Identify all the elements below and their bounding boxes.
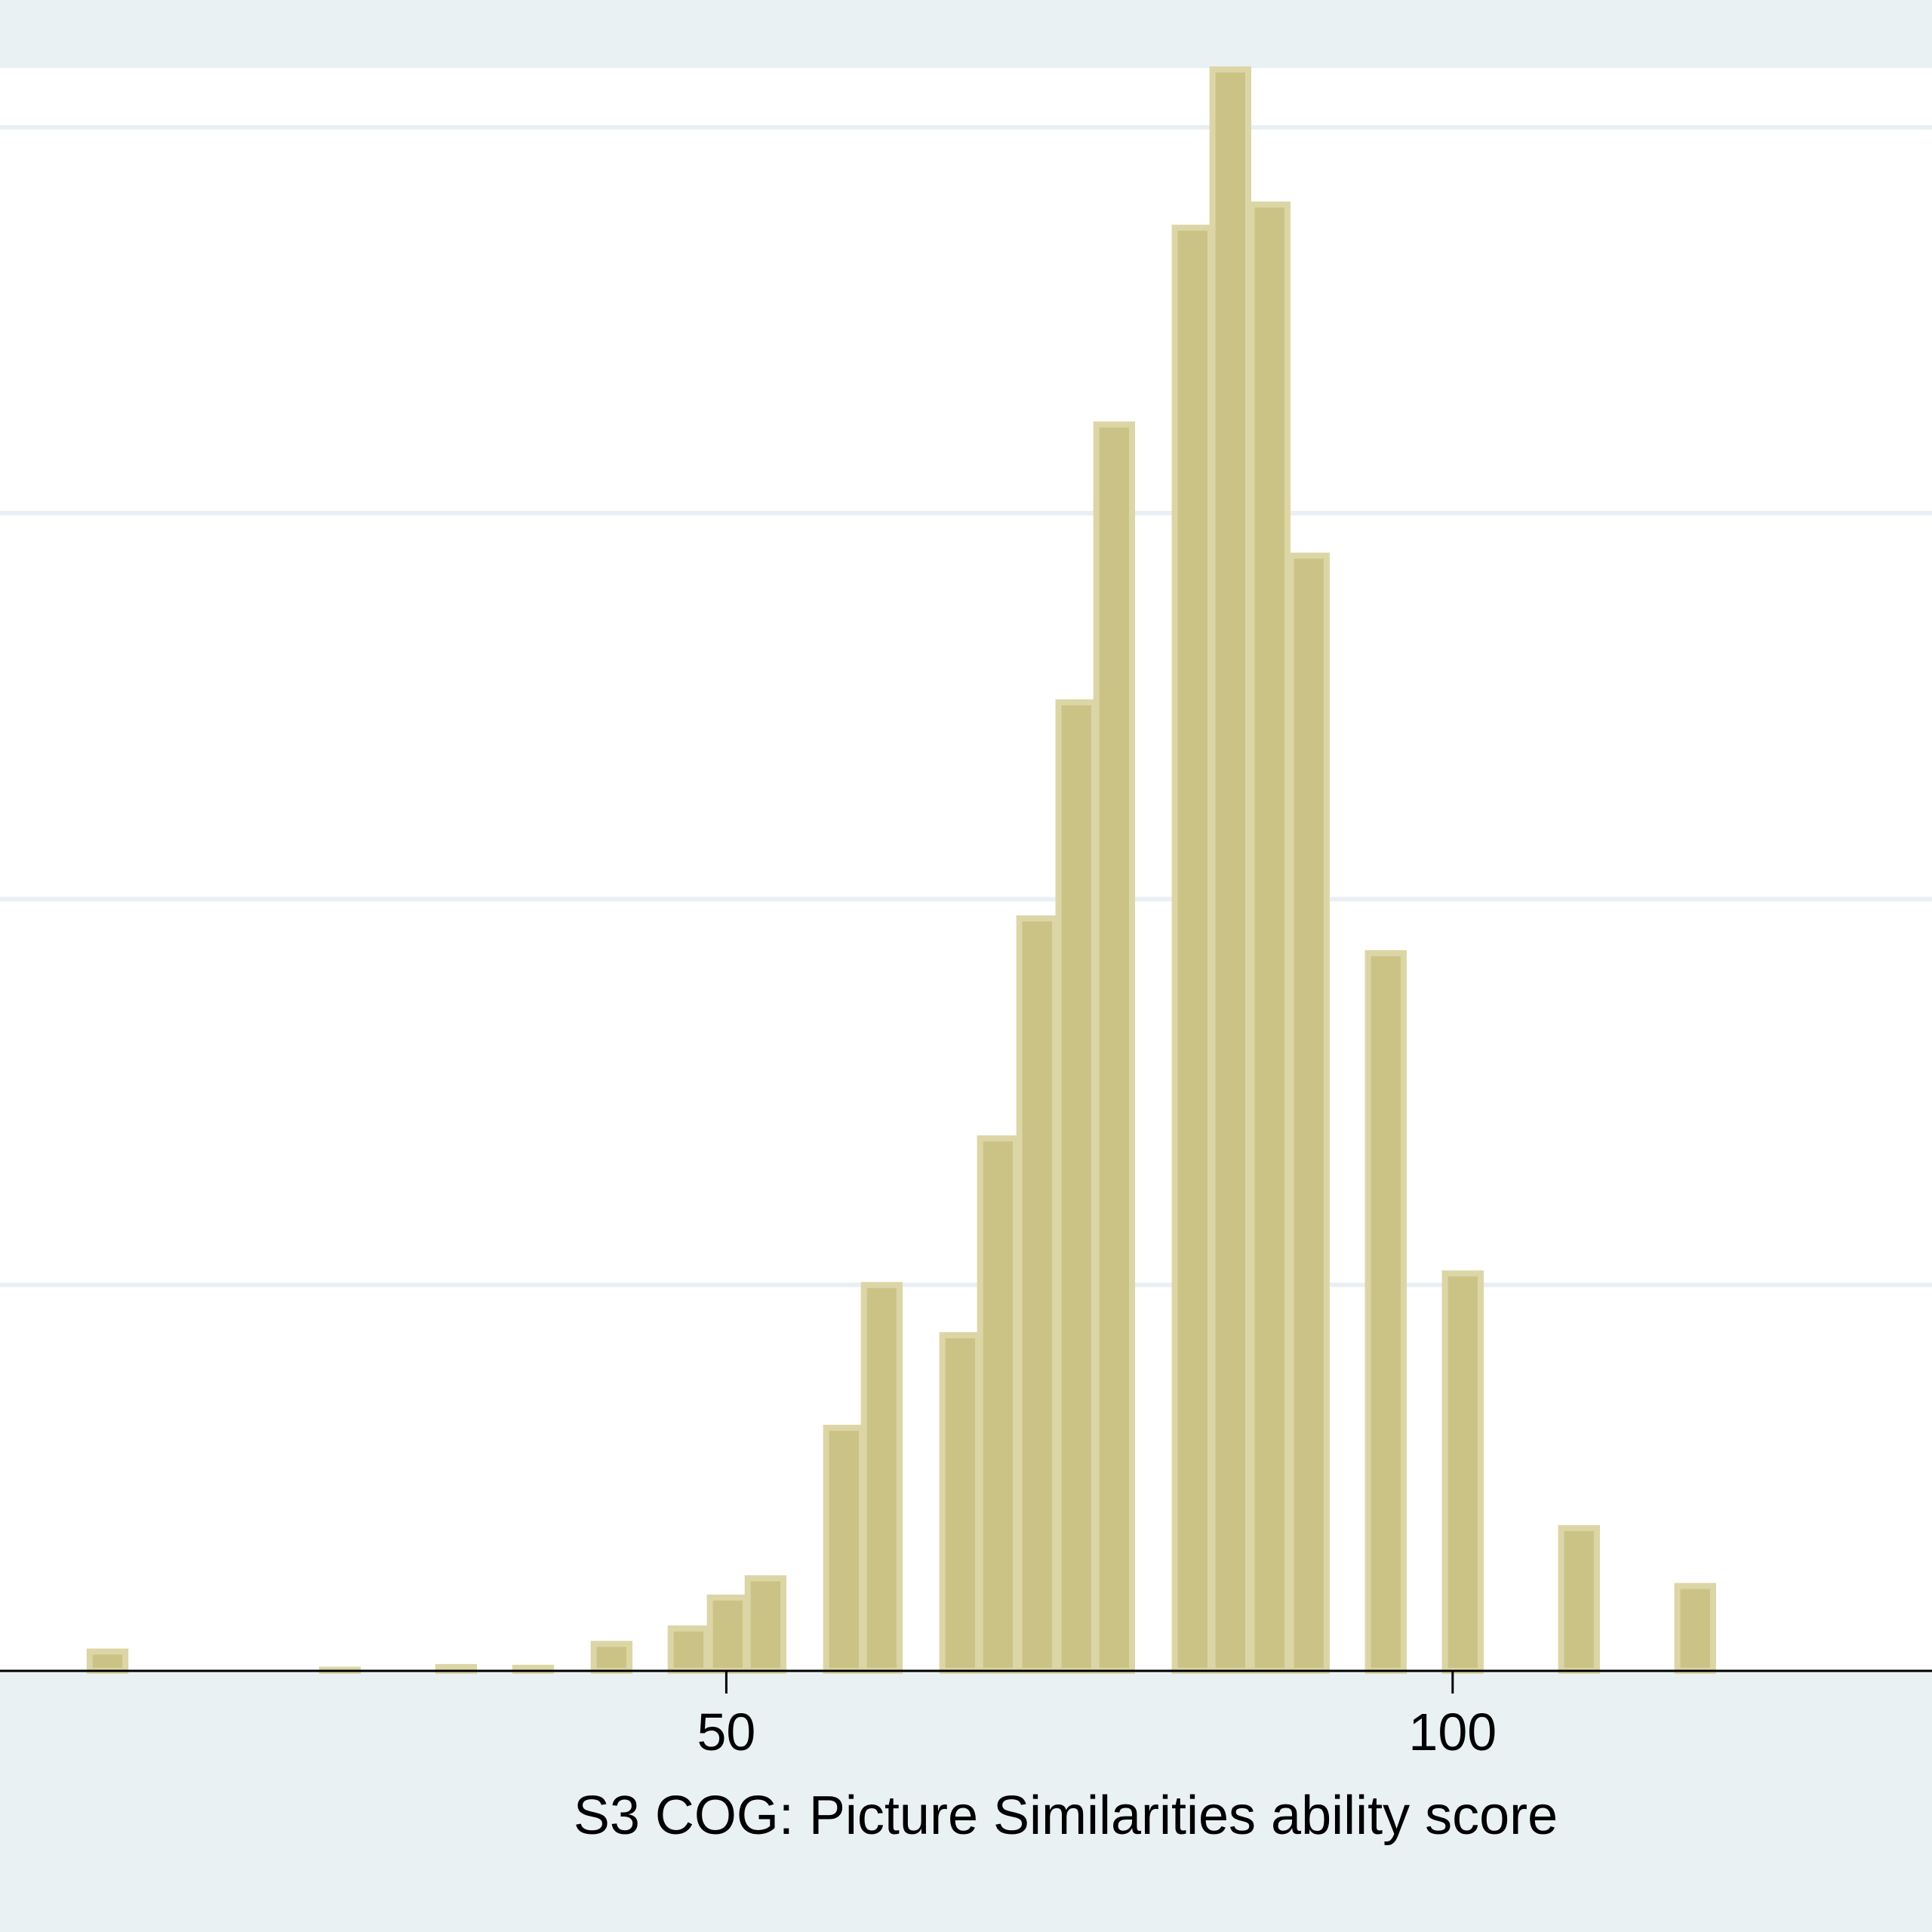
bar-21 — [1558, 1524, 1600, 1675]
bar-16 — [1209, 66, 1252, 1675]
bar-15 — [1171, 224, 1214, 1675]
bar-9 — [860, 1281, 903, 1674]
bar-22 — [1674, 1583, 1716, 1675]
x-tick-label-0: 50 — [697, 1703, 755, 1761]
bar-11 — [977, 1135, 1020, 1675]
x-tick-label-1: 100 — [1408, 1703, 1497, 1761]
x-axis-label: S3 COG: Picture Similarities ability sco… — [574, 1786, 1558, 1846]
bar-20 — [1441, 1270, 1484, 1674]
bar-6 — [706, 1594, 749, 1674]
bar-4 — [590, 1641, 633, 1674]
bar-17 — [1248, 201, 1291, 1674]
bars — [86, 66, 1716, 1675]
bar-12 — [1016, 915, 1059, 1674]
bar-13 — [1055, 699, 1097, 1674]
gridlines — [0, 125, 1932, 1287]
bar-14 — [1093, 421, 1136, 1675]
bar-0 — [86, 1648, 129, 1674]
bar-8 — [823, 1424, 866, 1675]
bar-10 — [939, 1332, 981, 1675]
bar-7 — [744, 1575, 787, 1675]
bar-18 — [1287, 552, 1330, 1674]
bar-19 — [1364, 949, 1407, 1675]
bar-5 — [667, 1625, 710, 1674]
x-axis-ticks: 50 100 — [697, 1671, 1497, 1761]
